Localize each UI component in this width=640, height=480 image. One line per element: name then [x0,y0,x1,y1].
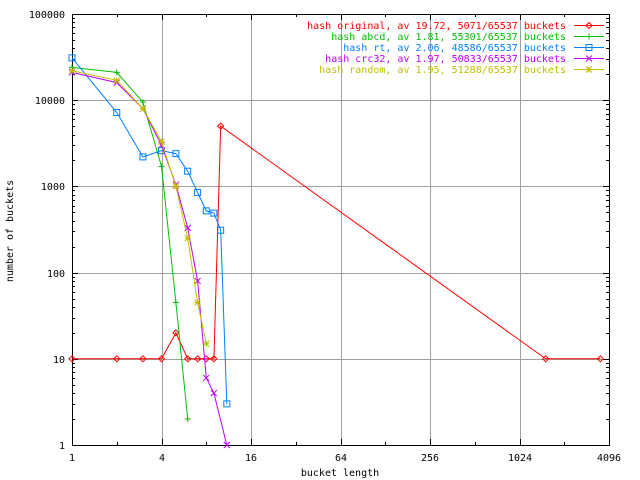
y-tick-label: 10000 [35,96,65,107]
data-point [113,76,121,84]
data-point [194,188,202,196]
series-line [71,71,228,446]
x-tick-label: 16 [245,453,257,464]
data-point [202,340,210,347]
legend-label: hash crc32, av 1.97, 50833/65537 buckets [325,54,566,65]
series-3 [68,54,231,408]
data-point [216,122,225,130]
data-point [194,277,201,285]
x-tick-label: 4096 [597,453,621,464]
series-line [71,57,228,404]
axis-ticks: 1 4 16 64 256 1024 4096 1 10 100 1000 10000 100000 [29,10,621,464]
data-point [184,167,192,175]
data-point [202,374,210,382]
series-line [71,70,207,344]
data-point [210,355,218,363]
data-point [585,55,593,62]
y-tick-label: 100 [47,269,65,280]
data-point [113,108,121,116]
series-5 [68,67,210,347]
data-point [139,355,147,363]
data-point [585,21,593,30]
data-point [68,67,76,75]
data-point [172,329,180,337]
grid-lines [72,14,609,445]
data-point [113,69,120,76]
series-1 [68,122,605,363]
data-point [172,183,180,190]
x-tick-label: 4 [159,453,165,464]
data-point [139,99,146,106]
y-tick-label: 1 [59,441,65,452]
data-point [585,66,593,73]
data-point [210,209,218,217]
data-point [217,226,225,234]
y-axis-label: number of buckets [5,180,16,282]
data-point [585,44,593,51]
data-point [223,400,231,408]
data-point [158,138,165,146]
data-point [158,163,165,170]
data-point [139,153,147,161]
legend-label: hash original, av 19.72, 5071/65537 buck… [307,21,566,32]
data-point [172,150,180,158]
data-point [183,355,192,363]
x-tick-label: 1024 [508,453,532,464]
y-tick-label: 10 [53,355,65,366]
data-point [68,355,76,363]
data-point [202,207,210,215]
legend-label: hash abcd, av 1.81, 55301/65537 buckets [331,32,566,43]
data-point [68,54,76,62]
legend-label: hash random, av 1.95, 51288/65537 bucket… [319,65,566,76]
data-point [194,299,201,306]
data-point [193,355,202,363]
data-point [596,355,605,363]
legend-label: hash rt, av 2.06, 48586/65537 buckets [343,43,566,54]
data-point [184,416,191,423]
series-2 [69,64,191,423]
series-line [71,66,189,420]
data-point [172,299,179,306]
x-tick-label: 1 [69,453,75,464]
data-point [113,355,121,363]
data-point [157,355,166,363]
legend: hash original, av 19.72, 5071/65537 buck… [307,21,604,76]
data-point [184,234,192,242]
data-point [223,441,231,449]
data-point [139,105,147,112]
y-tick-label: 1000 [41,182,65,193]
series-line [72,125,601,360]
x-axis-label: bucket length [301,468,379,479]
data-point [541,355,550,363]
data-point [586,33,592,40]
x-tick-label: 256 [421,453,439,464]
y-tick-label: 100000 [29,10,65,21]
x-tick-label: 64 [335,453,347,464]
data-point [210,389,218,397]
series-lines [68,54,605,449]
